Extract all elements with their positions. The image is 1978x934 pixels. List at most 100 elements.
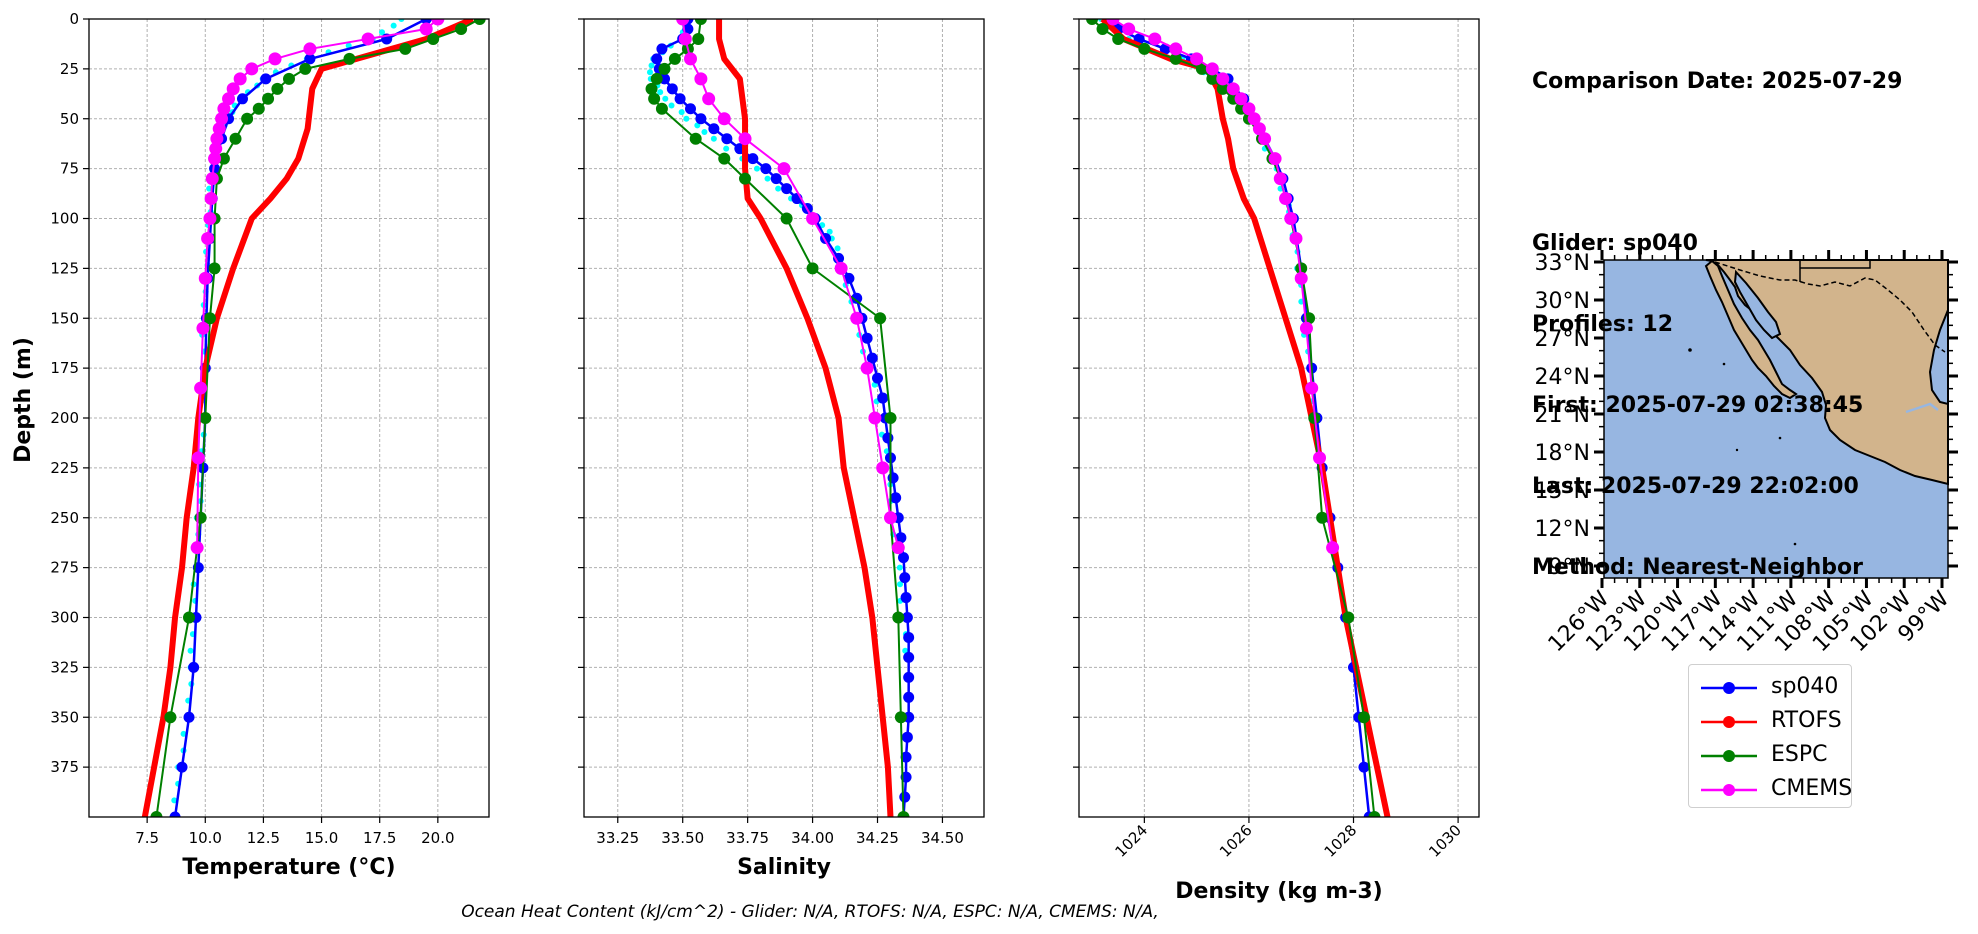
series-CMEMS (190, 19, 445, 555)
ESPC-point (739, 172, 752, 185)
ESPC-point (658, 62, 671, 75)
legend-label: sp040 (1771, 674, 1839, 699)
legend-item-rtofs: RTOFS (1699, 707, 1849, 737)
map-gulf-of-mexico (1928, 309, 1949, 406)
ESPC-point (1216, 82, 1229, 95)
CMEMS-point (806, 212, 820, 225)
CMEMS-point (717, 112, 731, 126)
x-tick-label: 10.0 (189, 829, 222, 847)
x-tick-label: 7.5 (135, 829, 159, 847)
y-tick-label: 100 (50, 210, 79, 228)
x-axis: 33.25 33.50 33.75 34.00 34.25 34.50 (596, 817, 964, 847)
CMEMS-point (1326, 541, 1340, 555)
map-lat-label: 18°N (1535, 441, 1590, 466)
sp040-point (209, 163, 221, 175)
CMEMS-point (198, 271, 212, 285)
ESPC-point (1169, 52, 1182, 65)
CMEMS-point (1273, 172, 1287, 186)
y-tick-label: 75 (60, 160, 79, 178)
CMEMS-point (203, 212, 217, 225)
CMEMS-point (1190, 52, 1204, 66)
glider-name: Glider: sp040 (1532, 231, 1698, 256)
CMEMS-point (1205, 62, 1219, 76)
method: Method: Nearest-Neighbor (1532, 555, 1863, 580)
info-panel: Comparison Date: 2025-07-29 Glider: sp04… (1532, 14, 1902, 608)
sp040-point (895, 532, 907, 544)
sp040-point (900, 592, 912, 604)
map-baja-peninsula (1704, 259, 1798, 400)
CMEMS-point (215, 112, 229, 126)
sp040-point (872, 372, 884, 384)
CMEMS-point (1148, 32, 1162, 46)
last-profile-time: Last: 2025-07-29 22:02:00 (1532, 474, 1859, 499)
CMEMS-point (777, 162, 791, 176)
CMEMS-point (860, 361, 874, 375)
y-tick-label: 275 (50, 559, 79, 577)
sp040-point (721, 133, 733, 145)
y-tick-label: 375 (50, 758, 79, 776)
sp040-point (666, 83, 678, 95)
ESPC-point (655, 102, 668, 115)
y-tick-label: 50 (60, 110, 79, 128)
sp040-point (866, 352, 878, 364)
sp040-point (1358, 761, 1370, 773)
x-tick-label: 1024 (1111, 821, 1151, 861)
ESPC-point (343, 52, 356, 65)
sp040-point (899, 572, 911, 584)
x-axis-label: Density (kg m-3) (1175, 879, 1383, 904)
CMEMS-point (868, 411, 882, 425)
legend-item-espc: ESPC (1699, 741, 1849, 771)
CMEMS-point (419, 22, 433, 36)
sp040-point (176, 761, 188, 773)
ESPC-point (1316, 511, 1329, 524)
sp040-point (901, 612, 913, 623)
ESPC-point (164, 711, 177, 724)
map-lat-label: 12°N (1535, 517, 1590, 542)
sp040-point (695, 113, 707, 125)
sp040-line (173, 19, 427, 817)
ESPC-point (183, 611, 195, 624)
legend-label: ESPC (1771, 742, 1828, 767)
CMEMS-point (1289, 231, 1303, 245)
gridlines (89, 18, 489, 817)
CMEMS-point (1305, 381, 1319, 395)
ESPC-point (473, 19, 486, 25)
density-panel: 1024 1026 1028 1030 Density (kg m-3) (1073, 18, 1480, 904)
sp040-point (236, 93, 248, 105)
ESPC-point (399, 42, 412, 55)
ESPC-point (892, 611, 905, 624)
glider-profile-point (834, 245, 841, 252)
x-tick-label: 17.5 (363, 829, 396, 847)
ESPC-point (217, 152, 230, 165)
CMEMS-point (245, 62, 259, 76)
glider-profile-point (379, 29, 386, 36)
sp040-point (899, 791, 911, 803)
comparison-date: Comparison Date: 2025-07-29 (1532, 69, 1903, 94)
x-tick-label: 34.00 (791, 829, 834, 847)
glider-profile-point (701, 129, 708, 136)
ocean-heat-content-footer: Ocean Heat Content (kJ/cm^2) - Glider: N… (461, 902, 1159, 922)
CMEMS-point (226, 82, 240, 96)
CMEMS-point (1299, 321, 1313, 335)
sp040-point (901, 731, 913, 743)
CMEMS-line (681, 19, 900, 548)
CMEMS-point (303, 42, 317, 56)
ESPC-point (1357, 711, 1370, 724)
CMEMS-point (209, 142, 223, 156)
CMEMS-point (268, 52, 282, 66)
glider-profile-point (398, 19, 405, 22)
CMEMS-point (702, 92, 716, 106)
CMEMS-point (1294, 271, 1308, 285)
ESPC-point (650, 72, 663, 85)
CMEMS-point (1169, 42, 1183, 56)
sp040-point (833, 252, 845, 264)
y-tick-label: 250 (50, 509, 79, 527)
ESPC-point (645, 82, 658, 95)
ESPC-point (694, 19, 707, 25)
glider-profile-point (902, 647, 909, 654)
y-tick-label: 150 (50, 309, 79, 327)
sp040-point (260, 73, 272, 85)
y-tick-label: 125 (50, 259, 79, 277)
y-tick-label: 200 (50, 409, 79, 427)
series-glider-profiles (1097, 19, 1315, 405)
